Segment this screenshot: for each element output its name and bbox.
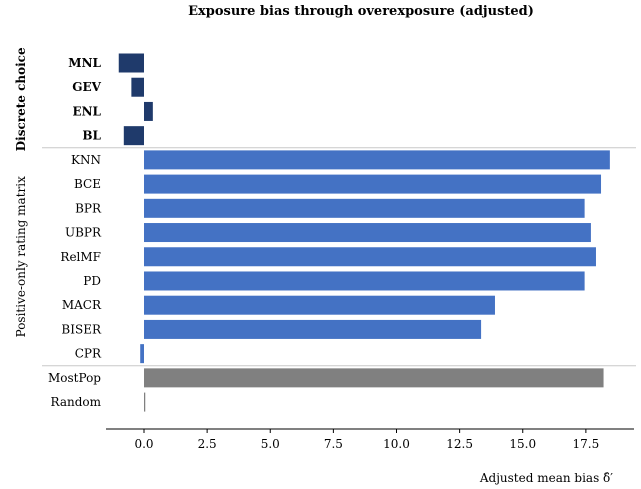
x-tick-label: 2.5 — [198, 437, 217, 451]
category-label-pd: PD — [83, 274, 101, 288]
category-labels: MNL GEV ENL BL KNN BCE BPR UBPR RelMF PD MACR BISER… — [48, 56, 102, 409]
x-tick-label: 7.5 — [324, 437, 343, 451]
bars-layer — [118, 53, 610, 412]
category-label-bpr: BPR — [75, 201, 102, 215]
bar-mostpop — [144, 368, 604, 388]
category-label-relmf: RelMF — [60, 250, 101, 264]
group-label-0: Discrete choice — [14, 47, 28, 151]
x-tick-label: 5.0 — [261, 437, 280, 451]
bar-ubpr — [144, 223, 591, 243]
bar-bce — [144, 174, 602, 194]
category-label-cpr: CPR — [75, 347, 102, 361]
bar-relmf — [144, 247, 596, 267]
category-label-biser: BISER — [61, 322, 102, 336]
category-label-mnl: MNL — [68, 56, 101, 70]
bar-mnl — [118, 53, 144, 73]
bar-bpr — [144, 198, 585, 218]
category-label-bl: BL — [82, 129, 101, 143]
group-label-1: Positive-only rating matrix — [14, 176, 28, 337]
x-tick-label: 12.5 — [446, 437, 473, 451]
category-label-macr: MACR — [62, 298, 102, 312]
bar-enl — [144, 101, 153, 121]
bar-biser — [144, 319, 482, 339]
bar-pd — [144, 271, 585, 291]
bar-macr — [144, 295, 495, 315]
bar-gev — [131, 77, 144, 97]
bar-bl — [123, 126, 144, 146]
x-axis: 0.0 2.5 5.0 7.5 10.0 12.5 15.0 17.5 — [106, 428, 634, 451]
bar-knn — [144, 150, 610, 170]
x-tick-label: 15.0 — [509, 437, 536, 451]
group-labels: Discrete choice Positive-only rating matr… — [14, 47, 28, 337]
category-label-knn: KNN — [71, 153, 101, 167]
x-tick-label: 0.0 — [134, 437, 153, 451]
x-axis-label: Adjusted mean bias δ̂′ — [479, 471, 613, 485]
x-tick-label: 17.5 — [573, 437, 600, 451]
category-label-gev: GEV — [72, 80, 101, 94]
category-label-random: Random — [51, 395, 102, 409]
bar-random — [144, 392, 146, 412]
category-label-ubpr: UBPR — [65, 226, 102, 240]
category-label-enl: ENL — [72, 104, 101, 118]
category-label-bce: BCE — [74, 177, 101, 191]
chart-title: Exposure bias through overexposure (adju… — [188, 4, 534, 19]
bar-cpr — [140, 344, 144, 364]
group-separators — [42, 147, 636, 367]
category-label-mostpop: MostPop — [48, 371, 101, 385]
x-tick-label: 10.0 — [383, 437, 410, 451]
